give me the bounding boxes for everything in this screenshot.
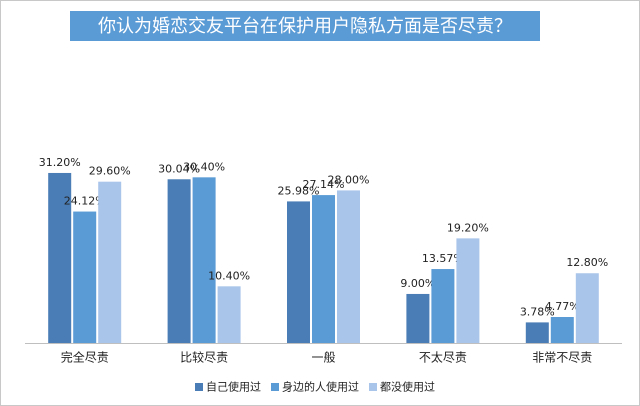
bar: [550, 317, 574, 343]
bar: [98, 181, 122, 343]
chart-title: 你认为婚恋交友平台在保护用户隐私方面是否尽责？: [98, 15, 512, 37]
bar: [525, 322, 549, 343]
x-tick-label: 不太尽责: [419, 350, 467, 365]
value-label: 4.77%: [545, 300, 580, 313]
bar: [48, 172, 72, 343]
legend-swatch: [369, 383, 377, 391]
value-label: 31.20%: [39, 156, 81, 169]
legend-swatch: [271, 383, 279, 391]
bar: [575, 273, 599, 343]
value-label: 19.20%: [447, 221, 489, 234]
title-box: [70, 11, 540, 41]
x-tick-label: 完全尽责: [61, 350, 109, 365]
value-label: 30.40%: [183, 160, 225, 173]
legend-label: 身边的人使用过: [282, 380, 359, 394]
bar: [337, 190, 360, 343]
bar: [167, 179, 191, 343]
x-tick-label: 非常不尽责: [532, 351, 592, 365]
value-label: 25.98%: [278, 184, 320, 197]
value-label: 3.78%: [520, 305, 555, 318]
legend-label: 都没使用过: [380, 381, 435, 394]
value-label: 28.00%: [328, 173, 370, 186]
value-label: 29.60%: [89, 165, 131, 178]
x-tick-label: 一般: [311, 350, 335, 365]
value-label: 12.80%: [566, 256, 608, 269]
bar: [217, 286, 241, 343]
bar: [312, 195, 335, 343]
bar: [192, 177, 216, 343]
legend-label: 自己使用过: [206, 381, 261, 394]
value-label: 9.00%: [400, 277, 435, 290]
value-label: 10.40%: [208, 269, 250, 282]
value-label: 24.12%: [64, 195, 106, 208]
bar: [73, 211, 97, 343]
value-label: 13.57%: [422, 252, 464, 265]
value-label: 27.14%: [303, 178, 345, 191]
legend-swatch: [195, 383, 203, 391]
x-tick-label: 比较尽责: [180, 350, 228, 365]
value-label: 30.04%: [158, 162, 200, 175]
bar: [456, 238, 480, 343]
bar: [431, 269, 455, 343]
bar: [406, 293, 430, 343]
bar: [287, 201, 310, 343]
